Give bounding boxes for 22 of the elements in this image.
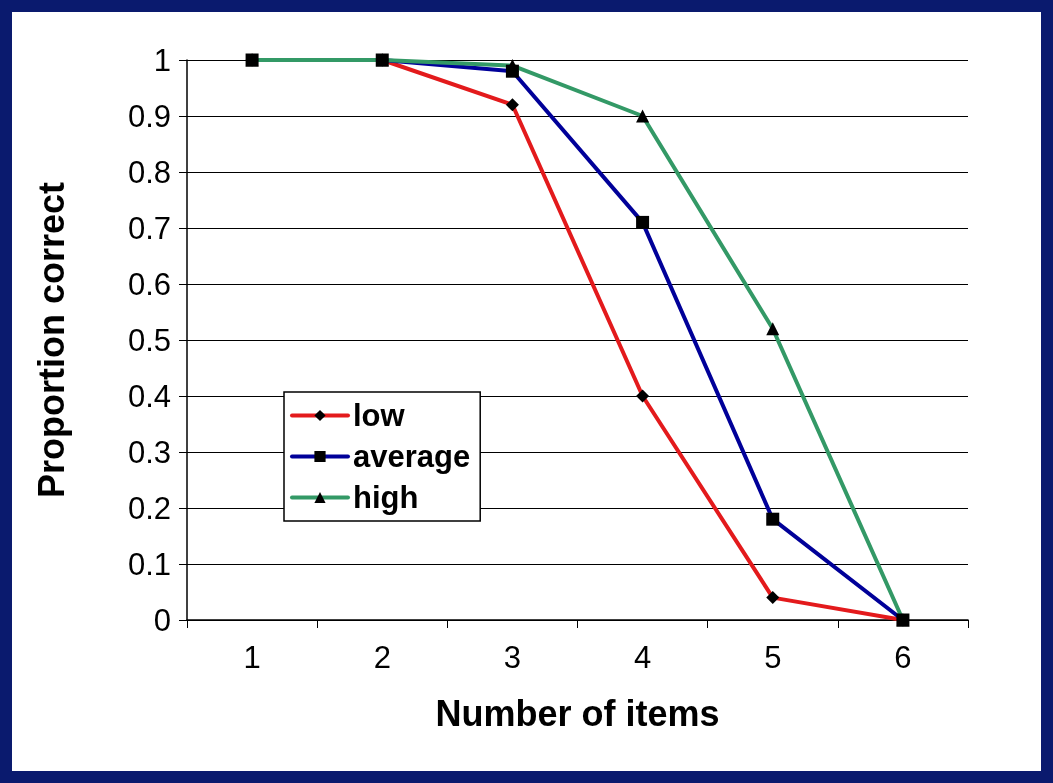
y-tick-label: 1 [153, 42, 171, 78]
x-tick-label: 2 [373, 640, 391, 675]
legend-label: low [353, 398, 406, 433]
x-tick-label: 1 [243, 640, 261, 675]
y-axis-title: Proportion correct [30, 181, 72, 499]
y-tick-label: 0.6 [127, 266, 171, 302]
y-tick-label: 0.5 [127, 322, 171, 358]
legend-label: high [353, 480, 419, 515]
y-tick-label: 0.1 [127, 546, 171, 582]
y-tick-label: 0.4 [127, 378, 171, 414]
y-tick-label: 0 [153, 602, 171, 638]
legend-label: average [353, 439, 471, 474]
y-tick-label: 0.7 [127, 210, 171, 246]
y-tick-label: 0.2 [127, 490, 171, 526]
x-tick-label: 6 [894, 640, 912, 675]
x-tick-label: 4 [633, 640, 652, 675]
x-tick-label: 3 [503, 640, 522, 675]
x-tick-label: 5 [764, 640, 782, 675]
x-axis-title: Number of items [435, 692, 720, 734]
y-tick-label: 0.3 [127, 434, 171, 470]
y-tick-label: 0.8 [127, 154, 171, 190]
y-tick-label: 0.9 [127, 98, 171, 134]
